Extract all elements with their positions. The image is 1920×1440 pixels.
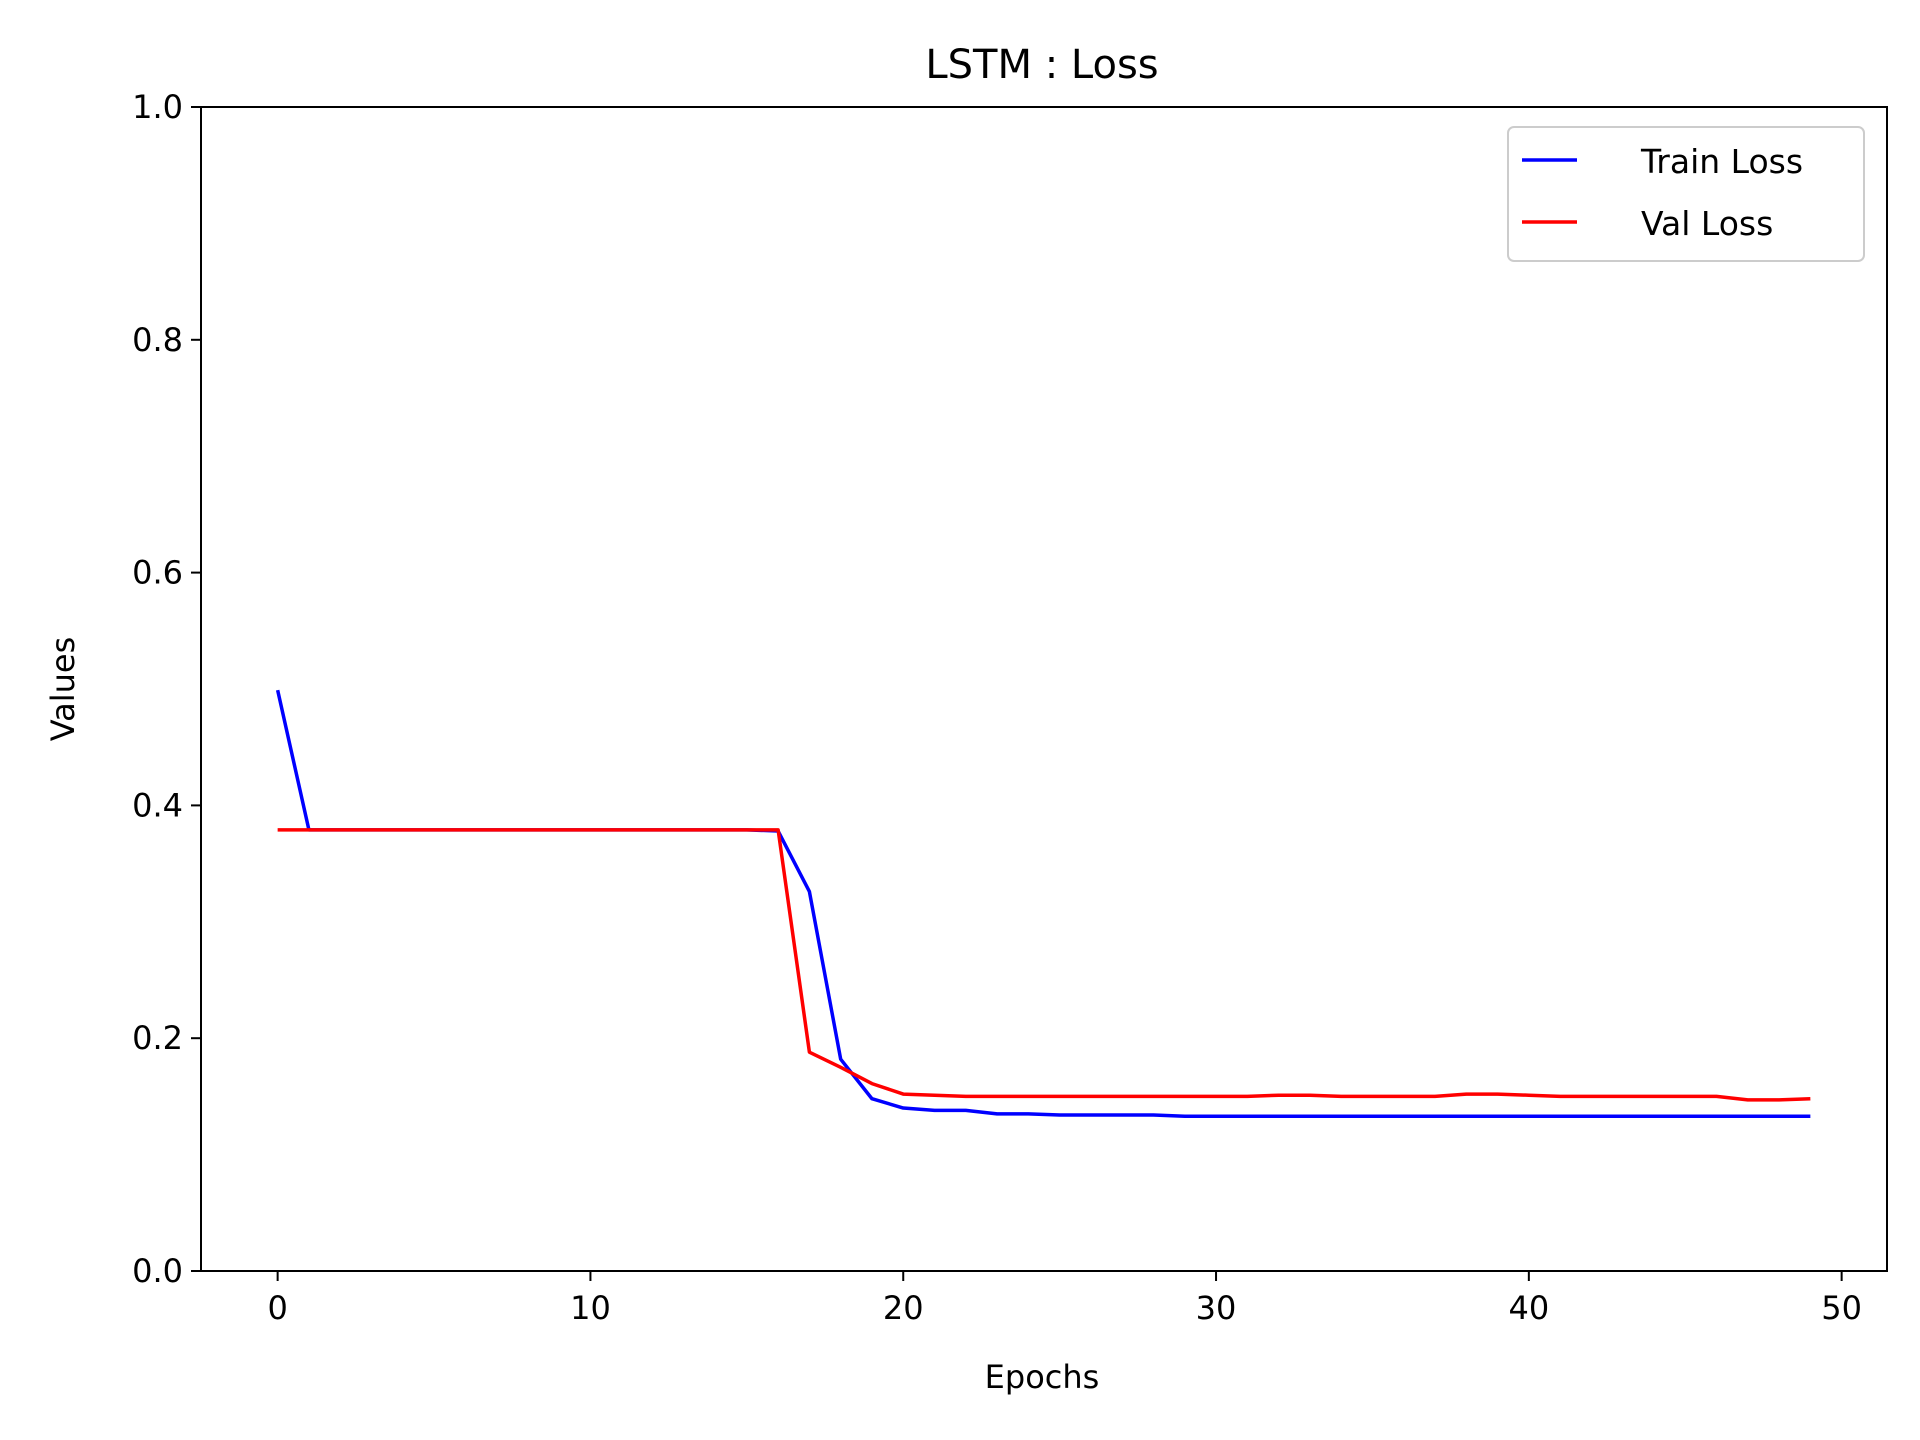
y-tick-label: 0.8	[132, 321, 183, 359]
x-tick-label: 40	[1508, 1289, 1549, 1327]
legend: Train Loss Val Loss	[1507, 126, 1865, 262]
series-lines	[275, 689, 1811, 1118]
y-tick-label: 0.4	[132, 786, 183, 824]
x-tick-label: 0	[267, 1289, 287, 1327]
y-axis-ticks: 0.0 0.2 0.4 0.6 0.8 1.0	[132, 88, 201, 1290]
y-tick-label: 0.2	[132, 1019, 183, 1057]
plot-frame	[200, 106, 1888, 1272]
x-axis-label: Epochs	[985, 1358, 1100, 1396]
y-tick-label: 0.0	[132, 1252, 183, 1290]
y-tick-label: 1.0	[132, 88, 183, 126]
x-tick-label: 10	[570, 1289, 611, 1327]
x-tick-label: 50	[1821, 1289, 1862, 1327]
legend-box	[1507, 126, 1865, 262]
plot-area	[201, 107, 1887, 1271]
legend-label-train-loss: Train Loss	[1640, 142, 1803, 181]
x-tick-label: 20	[883, 1289, 924, 1327]
legend-label-val-loss: Val Loss	[1641, 204, 1773, 243]
chart-title: LSTM : Loss	[925, 42, 1158, 88]
y-axis-label: Values	[44, 637, 82, 742]
x-tick-label: 30	[1196, 1289, 1237, 1327]
series-line-val-loss	[277, 828, 1811, 1102]
x-axis-ticks: 0 10 20 30 40 50	[267, 1271, 1862, 1327]
y-tick-label: 0.6	[132, 554, 183, 592]
